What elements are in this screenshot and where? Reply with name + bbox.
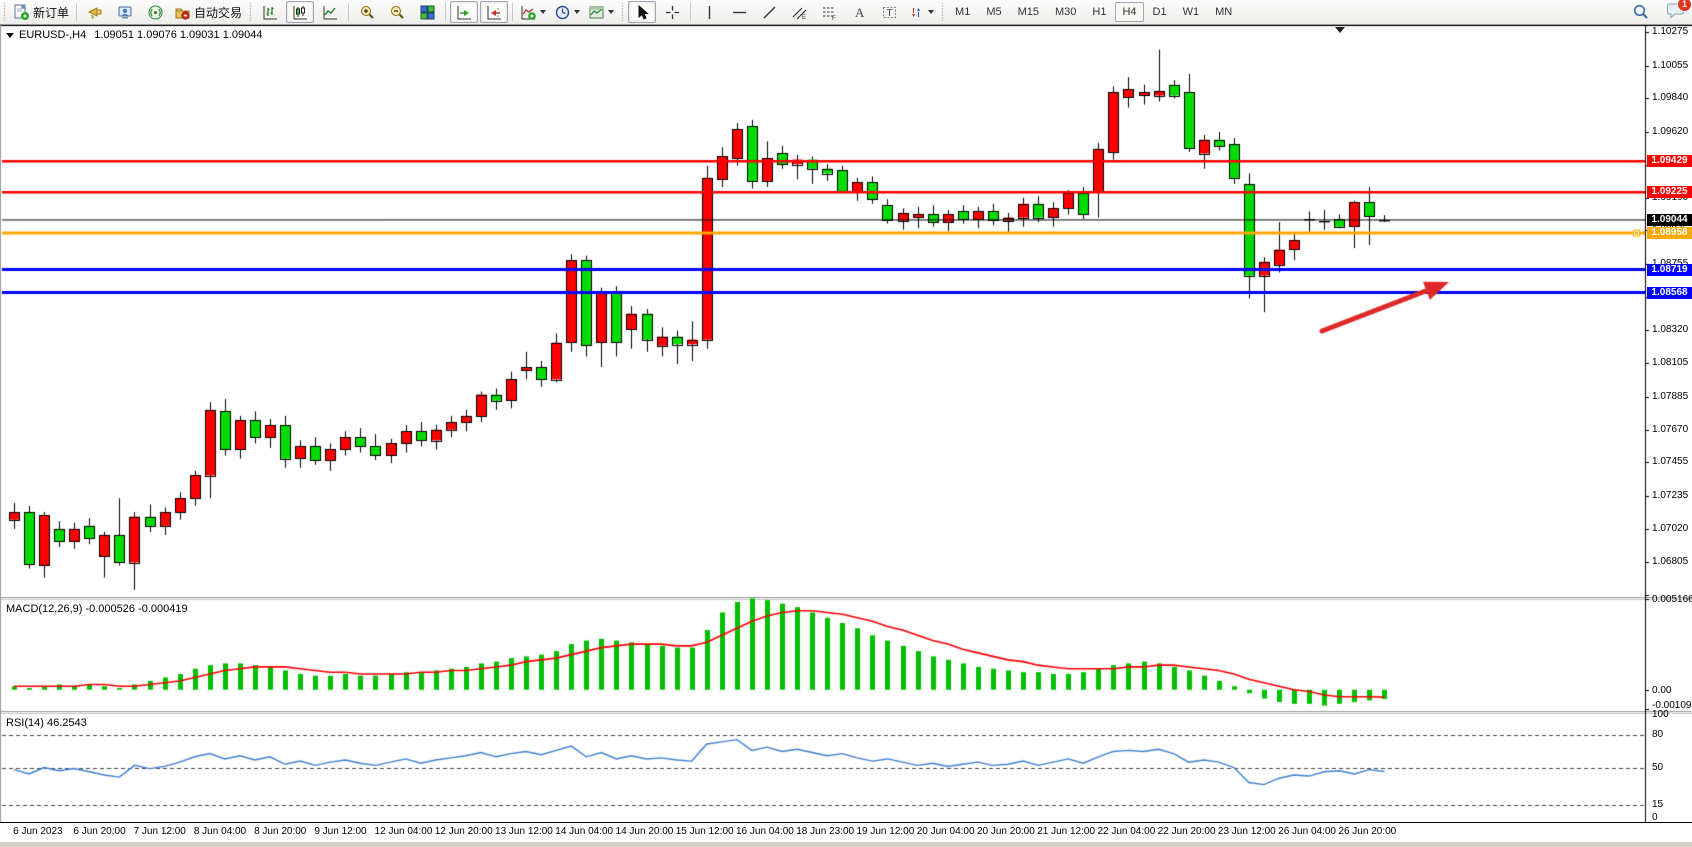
timeframe-button-mn[interactable]: MN (1215, 6, 1233, 18)
megaphone-button[interactable] (81, 1, 109, 23)
shapes-caret-icon (928, 10, 935, 14)
signals-icon (147, 4, 164, 21)
cursor-icon (634, 4, 651, 21)
indicators-button[interactable] (517, 1, 549, 23)
chat-button[interactable]: 1 (1666, 0, 1692, 24)
bar-chart-icon (262, 4, 279, 21)
market-watch-icon (117, 4, 134, 21)
crosshair-button[interactable] (658, 1, 686, 23)
auto-scroll-icon (456, 4, 473, 21)
zoom-in-icon (359, 4, 376, 21)
svg-text:E: E (802, 15, 806, 21)
chat-notification-badge: 1 (1677, 0, 1692, 12)
new-order-icon (13, 3, 30, 21)
timeframe-button-h1[interactable]: H1 (1092, 6, 1107, 18)
candlestick-chart-icon (292, 4, 309, 21)
svg-text:A: A (855, 5, 865, 20)
trendline-icon (761, 4, 778, 21)
toolbar-separator (512, 3, 514, 21)
new-order-label: 新订单 (33, 5, 70, 20)
line-chart-button[interactable] (316, 1, 344, 23)
timeframe-button-h4[interactable]: H4 (1115, 2, 1144, 22)
templates-button[interactable] (585, 1, 617, 23)
toolbar-separator (690, 3, 692, 21)
chart-area[interactable]: EURUSD-,H4 1.09051 1.09076 1.09031 1.090… (0, 24, 1692, 847)
indicators-caret-icon (540, 10, 547, 14)
svg-text:F: F (832, 16, 836, 21)
search-button[interactable] (1627, 1, 1655, 23)
line-chart-icon (322, 4, 339, 21)
text-label-button[interactable]: T (875, 1, 903, 23)
toolbar-separator (76, 3, 78, 21)
search-icon (1632, 3, 1650, 21)
timeframe-button-m1[interactable]: M1 (955, 6, 971, 18)
timeframe-button-d1[interactable]: D1 (1152, 6, 1167, 18)
horizontal-line-icon (731, 4, 748, 21)
fibonacci-button[interactable]: F (815, 1, 843, 23)
vertical-line-icon (701, 4, 718, 21)
toolbar-right: 1 (1626, 0, 1692, 24)
channel-button[interactable]: E (785, 1, 813, 23)
zoom-out-icon (389, 4, 406, 21)
crosshair-icon (664, 4, 681, 21)
toolbar-separator (348, 3, 350, 21)
toolbar-grip[interactable] (620, 3, 626, 21)
autotrade-icon (174, 4, 191, 21)
bar-chart-button[interactable] (256, 1, 284, 23)
zoom-in-button[interactable] (353, 1, 381, 23)
market-watch-button[interactable] (111, 1, 139, 23)
price-chart-canvas[interactable] (0, 25, 1692, 847)
timeframe-bar: M1 M5 M15 M30 H1 H4 D1 W1 MN (947, 2, 1240, 22)
text-label-icon: T (881, 4, 898, 21)
autotrade-label: 自动交易 (194, 5, 243, 20)
main-toolbar: 新订单 自动交易 (0, 0, 1692, 25)
timeframe-button-m30[interactable]: M30 (1055, 6, 1077, 18)
text-button[interactable]: A (845, 1, 873, 23)
periods-icon (554, 4, 571, 21)
templates-caret-icon (608, 10, 615, 14)
vertical-line-button[interactable] (695, 1, 723, 23)
cursor-button[interactable] (628, 1, 657, 23)
toolbar-grip[interactable] (940, 3, 946, 21)
periods-button[interactable] (551, 1, 583, 23)
timeframe-button-w1[interactable]: W1 (1182, 6, 1200, 18)
toolbar-grip[interactable] (2, 3, 7, 21)
templates-icon (588, 4, 605, 21)
candlestick-chart-button[interactable] (286, 1, 315, 23)
svg-text:T: T (886, 8, 892, 19)
zoom-out-button[interactable] (383, 1, 411, 23)
timeframe-button-m5[interactable]: M5 (986, 6, 1002, 18)
trendline-button[interactable] (755, 1, 783, 23)
periods-caret-icon (574, 10, 581, 14)
toolbar-separator (445, 3, 447, 21)
tile-windows-button[interactable] (413, 1, 441, 23)
auto-scroll-button[interactable] (450, 1, 479, 23)
indicators-icon (520, 4, 537, 21)
tile-windows-icon (419, 4, 436, 21)
channel-icon: E (791, 4, 808, 21)
fibonacci-icon: F (821, 4, 838, 21)
toolbar-grip[interactable] (248, 3, 254, 21)
chart-shift-button[interactable] (480, 1, 509, 23)
text-icon: A (851, 4, 868, 21)
shapes-icon (908, 4, 925, 21)
signals-button[interactable] (141, 1, 169, 23)
new-order-button[interactable]: 新订单 (10, 1, 72, 23)
autotrade-button[interactable]: 自动交易 (171, 1, 245, 23)
shapes-button[interactable] (905, 1, 937, 23)
horizontal-line-button[interactable] (725, 1, 753, 23)
megaphone-icon (87, 4, 104, 21)
timeframe-button-m15[interactable]: M15 (1017, 6, 1039, 18)
chart-shift-icon (486, 4, 503, 21)
